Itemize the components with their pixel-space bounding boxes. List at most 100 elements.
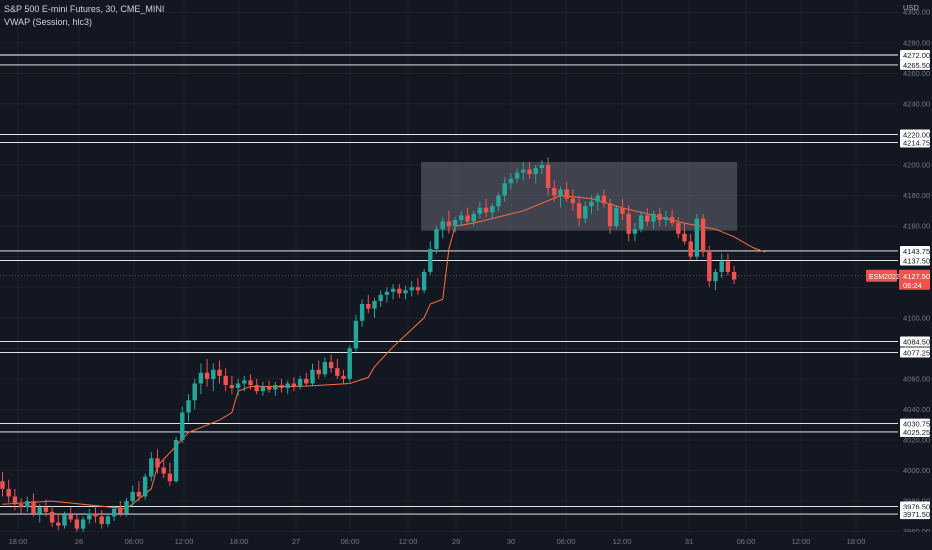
- candle-body: [124, 501, 129, 514]
- candle-body: [378, 294, 383, 301]
- candle-body: [725, 261, 731, 272]
- candle-body: [465, 215, 470, 222]
- x-tick-label: 18:00: [230, 537, 249, 546]
- candle-body: [607, 203, 613, 227]
- candle-body: [25, 501, 30, 508]
- level-badge: [900, 347, 930, 358]
- candle-body: [483, 207, 489, 213]
- candle-body: [707, 252, 712, 282]
- symbol-badge-label: ESM2022: [869, 274, 900, 281]
- y-tick-label: 4280.00: [903, 38, 930, 47]
- level-badge-label: 4025.25: [903, 428, 930, 437]
- x-tick-label: 26: [75, 537, 83, 546]
- candle-body: [180, 412, 185, 440]
- candle-body: [111, 508, 117, 517]
- candle-body: [384, 291, 390, 295]
- candle-body: [322, 362, 328, 375]
- y-tick-label: 4180.00: [903, 191, 930, 200]
- candle-body: [304, 378, 309, 384]
- candle-body: [136, 491, 142, 497]
- candle-body: [366, 304, 371, 309]
- candle-body: [80, 519, 86, 529]
- symbol-title: S&P 500 E-mini Futures, 30, CME_MINI: [4, 4, 165, 14]
- candle-body: [372, 300, 377, 309]
- candle-body: [211, 369, 216, 379]
- candle-body: [539, 165, 545, 169]
- candle-body: [31, 501, 36, 514]
- level-badge-label: 4143.75: [903, 247, 930, 256]
- candle-body: [552, 187, 557, 196]
- x-tick-label: 29: [452, 537, 460, 546]
- price-badge: [899, 269, 930, 290]
- y-tick-label: 4260.00: [903, 69, 930, 78]
- candle-body: [353, 320, 359, 349]
- candle-body: [93, 513, 98, 517]
- candle-body: [533, 168, 538, 175]
- level-badge-label: 4214.75: [903, 138, 930, 147]
- candle-body: [316, 369, 321, 375]
- candle-body: [0, 481, 5, 489]
- candle-body: [545, 165, 551, 188]
- level-badge: [900, 129, 930, 140]
- candle-body: [242, 380, 247, 384]
- candle-body: [291, 383, 297, 387]
- level-badge-label: 4220.00: [903, 130, 930, 139]
- candle-body: [18, 504, 24, 508]
- time-axis: [0, 532, 932, 550]
- candle-body: [62, 514, 67, 526]
- candle-body: [403, 290, 408, 294]
- candle-body: [564, 189, 569, 199]
- level-badge: [900, 501, 930, 512]
- candle-body: [446, 221, 452, 227]
- indicator-title: VWAP (Session, hlc3): [4, 17, 93, 27]
- x-tick-label: 30: [507, 537, 515, 546]
- candle-body: [341, 375, 346, 379]
- currency-label: USD: [903, 3, 919, 12]
- level-badge-label: 3976.50: [903, 502, 930, 511]
- x-tick-label: 06:00: [341, 537, 360, 546]
- y-tick-label: 4240.00: [903, 99, 930, 108]
- candle-body: [310, 369, 315, 384]
- y-tick-label: 3960.00: [903, 527, 930, 536]
- level-badge-label: 4272.00: [903, 51, 930, 60]
- candle-body: [632, 229, 638, 234]
- candle-body: [471, 213, 476, 222]
- candle-body: [583, 206, 588, 219]
- x-tick-label: 06:00: [737, 537, 756, 546]
- candle-body: [49, 511, 55, 523]
- y-tick-label: 3980.00: [903, 497, 930, 506]
- candle-body: [105, 516, 111, 525]
- candle-body: [359, 304, 365, 321]
- level-badge: [900, 418, 930, 429]
- candle-body: [477, 207, 483, 214]
- candle-body: [118, 508, 123, 514]
- x-tick-label: 06:00: [557, 537, 576, 546]
- level-badge-label: 4077.25: [903, 349, 930, 358]
- candle-body: [731, 271, 737, 280]
- candle-body: [415, 287, 421, 291]
- y-tick-label: 4040.00: [903, 405, 930, 414]
- candle-body: [130, 491, 135, 502]
- y-tick-label: 4060.00: [903, 374, 930, 383]
- y-tick-label: 4020.00: [903, 436, 930, 445]
- candle-body: [155, 458, 160, 468]
- candle-body: [223, 375, 228, 385]
- x-tick-label: 27: [292, 537, 300, 546]
- candle-body: [682, 233, 687, 242]
- candle-body: [68, 514, 73, 520]
- candle-body: [397, 288, 402, 294]
- candle-body: [428, 249, 433, 272]
- candle-body: [440, 221, 445, 230]
- candle-body: [142, 476, 148, 497]
- level-badge-label: 4030.75: [903, 420, 930, 429]
- level-badge: [900, 255, 930, 266]
- chart-legend: S&P 500 E-mini Futures, 30, CME_MINI VWA…: [4, 3, 164, 29]
- candle-body: [37, 507, 42, 514]
- candle-body: [173, 440, 179, 482]
- candle-body: [638, 215, 644, 230]
- candle-body: [335, 368, 340, 376]
- candle-body: [186, 400, 191, 413]
- level-badge: [900, 245, 930, 256]
